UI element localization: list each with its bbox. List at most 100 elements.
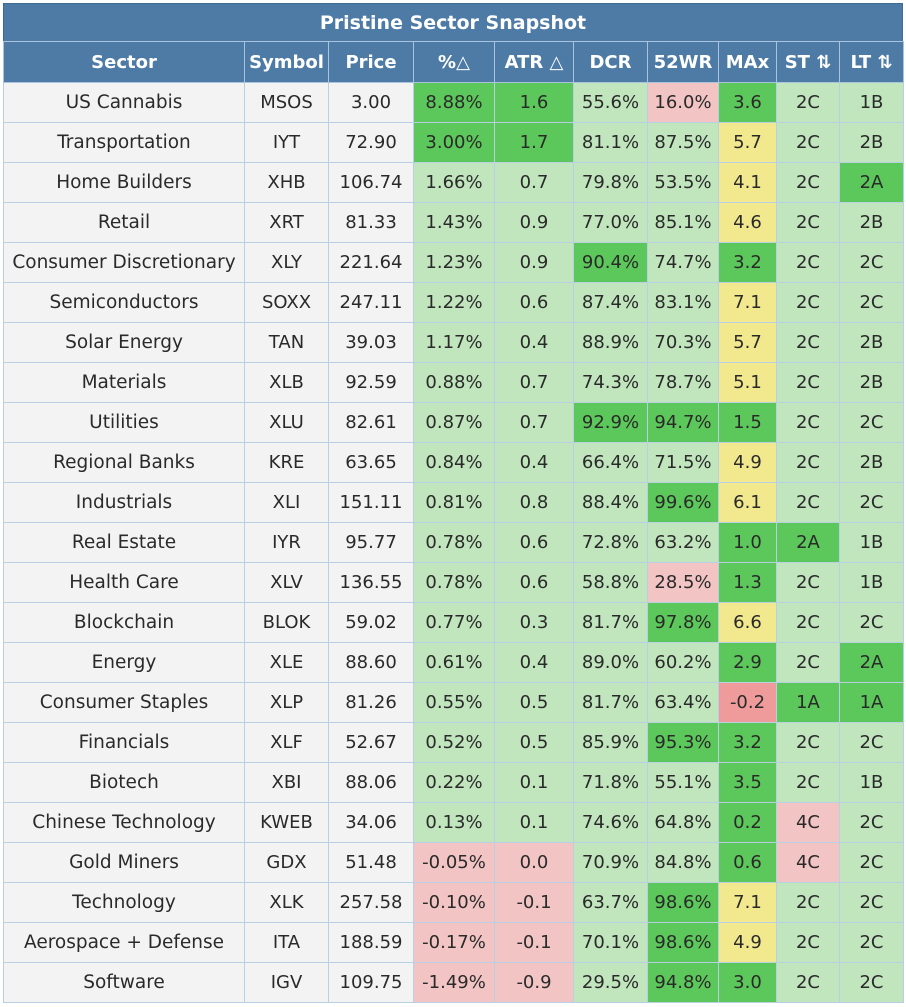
cell-sector: Software bbox=[3, 962, 245, 1003]
table-row: Semiconductors SOXX 247.11 1.22% 0.6 87.4% 83.… bbox=[3, 282, 904, 323]
cell-sector: Technology bbox=[3, 882, 245, 923]
cell-dcr: 55.6% bbox=[573, 82, 648, 123]
cell-atr-change: 0.9 bbox=[494, 242, 574, 283]
table-row: Blockchain BLOK 59.02 0.77% 0.3 81.7% 97.8% 6.6… bbox=[3, 602, 904, 643]
cell-dcr: 89.0% bbox=[573, 642, 648, 683]
table-header: Sector Symbol Price %△ ATR △ DCR 52WR MA… bbox=[3, 41, 904, 83]
cell-52wr: 85.1% bbox=[647, 202, 719, 243]
table-row: Biotech XBI 88.06 0.22% 0.1 71.8% 55.1% 3.5 2C 1B bbox=[3, 762, 904, 803]
cell-sector: Consumer Staples bbox=[3, 682, 245, 723]
table-row: Consumer Discretionary XLY 221.64 1.23% 0.9 9… bbox=[3, 242, 904, 283]
cell-52wr: 98.6% bbox=[647, 922, 719, 963]
cell-52wr: 53.5% bbox=[647, 162, 719, 203]
cell-atr-change: 0.6 bbox=[494, 562, 574, 603]
cell-52wr: 84.8% bbox=[647, 842, 719, 883]
cell-symbol: XHB bbox=[244, 162, 329, 203]
cell-atr-change: 0.6 bbox=[494, 522, 574, 563]
table-row: Transportation IYT 72.90 3.00% 1.7 81.1% 87.5%… bbox=[3, 122, 904, 163]
cell-max: 3.2 bbox=[718, 242, 777, 283]
cell-atr-change: 1.7 bbox=[494, 122, 574, 163]
cell-st: 2C bbox=[776, 642, 840, 683]
cell-52wr: 95.3% bbox=[647, 722, 719, 763]
header-price[interactable]: Price bbox=[328, 41, 414, 83]
cell-price: 88.60 bbox=[328, 642, 414, 683]
cell-st: 2C bbox=[776, 242, 840, 283]
cell-st: 1A bbox=[776, 682, 840, 723]
cell-52wr: 94.7% bbox=[647, 402, 719, 443]
cell-52wr: 98.6% bbox=[647, 882, 719, 923]
cell-sector: US Cannabis bbox=[3, 82, 245, 123]
cell-st: 2C bbox=[776, 282, 840, 323]
cell-symbol: XBI bbox=[244, 762, 329, 803]
cell-pct-change: 0.52% bbox=[413, 722, 495, 763]
table-row: Gold Miners GDX 51.48 -0.05% 0.0 70.9% 84.8% 0.… bbox=[3, 842, 904, 883]
cell-symbol: XRT bbox=[244, 202, 329, 243]
cell-pct-change: 0.78% bbox=[413, 562, 495, 603]
cell-sector: Chinese Technology bbox=[3, 802, 245, 843]
cell-symbol: XLI bbox=[244, 482, 329, 523]
cell-max: 7.1 bbox=[718, 882, 777, 923]
cell-max: -0.2 bbox=[718, 682, 777, 723]
cell-symbol: XLF bbox=[244, 722, 329, 763]
cell-pct-change: 3.00% bbox=[413, 122, 495, 163]
cell-lt: 2C bbox=[839, 962, 904, 1003]
cell-max: 1.0 bbox=[718, 522, 777, 563]
header-row: Sector Symbol Price %△ ATR △ DCR 52WR MA… bbox=[3, 41, 904, 83]
cell-lt: 2A bbox=[839, 642, 904, 683]
cell-52wr: 64.8% bbox=[647, 802, 719, 843]
cell-atr-change: 0.7 bbox=[494, 402, 574, 443]
cell-max: 4.9 bbox=[718, 442, 777, 483]
table-row: Financials XLF 52.67 0.52% 0.5 85.9% 95.3% 3.2 2… bbox=[3, 722, 904, 763]
cell-symbol: GDX bbox=[244, 842, 329, 883]
cell-sector: Consumer Discretionary bbox=[3, 242, 245, 283]
cell-price: 81.26 bbox=[328, 682, 414, 723]
cell-lt: 1B bbox=[839, 562, 904, 603]
cell-st: 2C bbox=[776, 402, 840, 443]
header-52wr[interactable]: 52WR bbox=[647, 41, 719, 83]
cell-lt: 2C bbox=[839, 482, 904, 523]
cell-dcr: 58.8% bbox=[573, 562, 648, 603]
cell-lt: 1B bbox=[839, 762, 904, 803]
cell-price: 247.11 bbox=[328, 282, 414, 323]
cell-lt: 1B bbox=[839, 82, 904, 123]
cell-price: 3.00 bbox=[328, 82, 414, 123]
cell-sector: Blockchain bbox=[3, 602, 245, 643]
header-max[interactable]: MAx bbox=[718, 41, 777, 83]
header-st[interactable]: ST ⇅ bbox=[776, 41, 840, 83]
cell-atr-change: -0.9 bbox=[494, 962, 574, 1003]
header-sector[interactable]: Sector bbox=[3, 41, 245, 83]
cell-atr-change: -0.1 bbox=[494, 922, 574, 963]
cell-atr-change: 0.0 bbox=[494, 842, 574, 883]
cell-max: 5.7 bbox=[718, 322, 777, 363]
cell-atr-change: 0.4 bbox=[494, 442, 574, 483]
cell-price: 39.03 bbox=[328, 322, 414, 363]
header-dcr[interactable]: DCR bbox=[573, 41, 648, 83]
cell-max: 2.9 bbox=[718, 642, 777, 683]
cell-52wr: 94.8% bbox=[647, 962, 719, 1003]
cell-st: 2C bbox=[776, 202, 840, 243]
cell-max: 7.1 bbox=[718, 282, 777, 323]
header-symbol[interactable]: Symbol bbox=[244, 41, 329, 83]
cell-sector: Regional Banks bbox=[3, 442, 245, 483]
cell-sector: Materials bbox=[3, 362, 245, 403]
cell-lt: 2C bbox=[839, 722, 904, 763]
header-atr-change[interactable]: ATR △ bbox=[494, 41, 574, 83]
header-pct-change[interactable]: %△ bbox=[413, 41, 495, 83]
cell-price: 52.67 bbox=[328, 722, 414, 763]
cell-lt: 2C bbox=[839, 802, 904, 843]
cell-52wr: 28.5% bbox=[647, 562, 719, 603]
cell-lt: 2B bbox=[839, 362, 904, 403]
cell-dcr: 71.8% bbox=[573, 762, 648, 803]
cell-st: 2C bbox=[776, 322, 840, 363]
cell-52wr: 97.8% bbox=[647, 602, 719, 643]
cell-symbol: XLK bbox=[244, 882, 329, 923]
cell-atr-change: 0.1 bbox=[494, 802, 574, 843]
cell-pct-change: 1.17% bbox=[413, 322, 495, 363]
cell-max: 1.3 bbox=[718, 562, 777, 603]
header-lt[interactable]: LT ⇅ bbox=[839, 41, 904, 83]
cell-pct-change: 0.55% bbox=[413, 682, 495, 723]
table-row: Solar Energy TAN 39.03 1.17% 0.4 88.9% 70.3% 5.… bbox=[3, 322, 904, 363]
cell-price: 257.58 bbox=[328, 882, 414, 923]
cell-atr-change: 0.5 bbox=[494, 682, 574, 723]
cell-atr-change: 0.6 bbox=[494, 282, 574, 323]
